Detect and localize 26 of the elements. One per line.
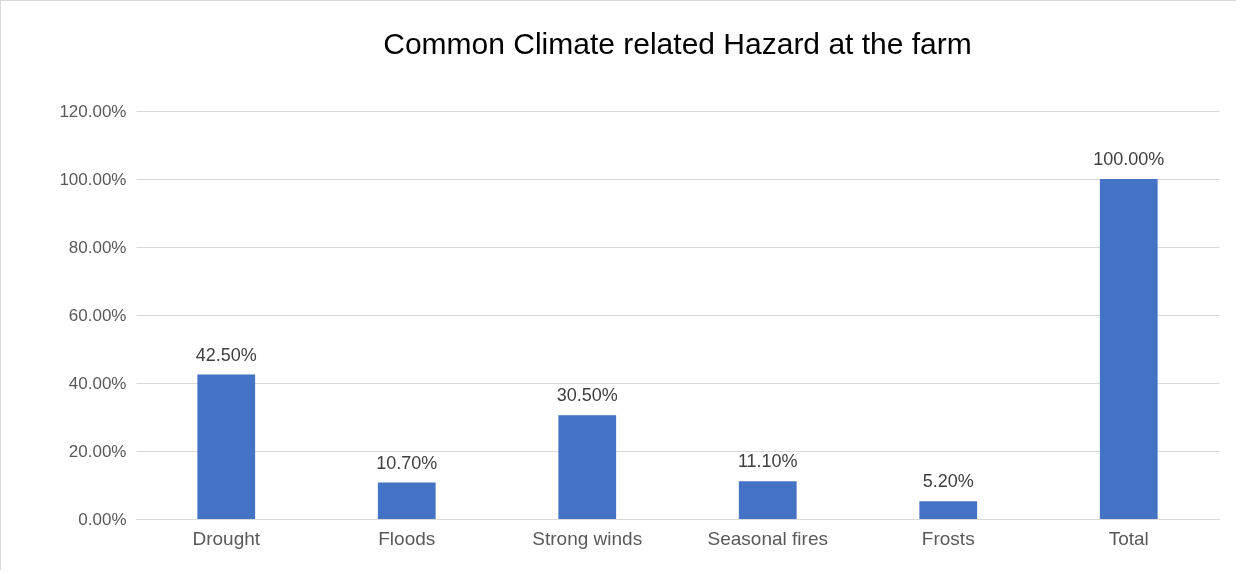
- bar: [197, 374, 256, 519]
- x-tick-label: Total: [1108, 527, 1149, 549]
- bar: [738, 481, 797, 519]
- y-tick-label: 80.00%: [68, 237, 127, 257]
- x-tick-label: Seasonal fires: [707, 527, 828, 549]
- data-label: 11.10%: [737, 451, 798, 472]
- bar: [377, 482, 436, 519]
- x-tick-label: Floods: [378, 527, 436, 549]
- y-tick-label: 0.00%: [78, 509, 127, 529]
- y-tick-label: 120.00%: [59, 101, 127, 121]
- y-tick-label: 100.00%: [59, 169, 127, 189]
- x-tick-label: Strong winds: [532, 527, 643, 549]
- data-label: 5.20%: [922, 471, 974, 492]
- bar: [558, 415, 617, 519]
- y-tick-label: 60.00%: [68, 305, 127, 325]
- data-label: 10.70%: [376, 452, 438, 473]
- bar: [1099, 179, 1158, 519]
- data-label: 30.50%: [556, 385, 618, 406]
- chart-title: Common Climate related Hazard at the farm: [383, 27, 972, 60]
- x-tick-label: Frosts: [921, 527, 975, 549]
- y-tick-label: 20.00%: [68, 441, 127, 461]
- data-label: 100.00%: [1093, 149, 1165, 169]
- x-tick-label: Drought: [192, 527, 261, 549]
- bar: [919, 501, 978, 519]
- data-label: 42.50%: [195, 344, 257, 365]
- y-tick-label: 40.00%: [68, 373, 127, 393]
